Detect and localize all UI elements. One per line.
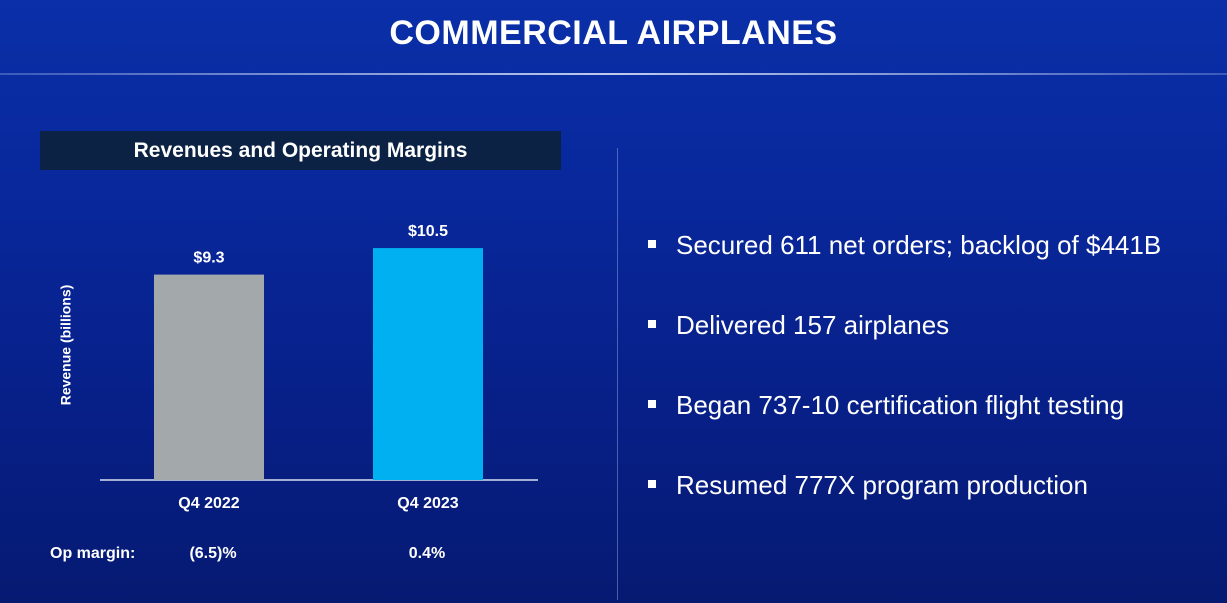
bullet-text: Resumed 777X program production bbox=[676, 470, 1088, 500]
bullet-item: Began 737-10 certification flight testin… bbox=[648, 388, 1161, 468]
op-margin-label: Op margin: bbox=[50, 545, 135, 562]
bullet-text: Began 737-10 certification flight testin… bbox=[676, 390, 1125, 420]
y-axis-title: Revenue (billions) bbox=[58, 285, 74, 406]
op-margin-value: (6.5)% bbox=[189, 545, 236, 562]
vertical-divider bbox=[617, 148, 618, 600]
bullet-text: Secured 611 net orders; backlog of $441B bbox=[676, 230, 1162, 260]
chart-header: Revenues and Operating Margins bbox=[40, 131, 561, 170]
square-bullet-icon bbox=[648, 480, 656, 488]
square-bullet-icon bbox=[648, 240, 656, 248]
bullet-item: Secured 611 net orders; backlog of $441B bbox=[648, 228, 1161, 308]
bar-value-label: $10.5 bbox=[408, 223, 448, 240]
bullet-item: Resumed 777X program production bbox=[648, 468, 1161, 548]
bar-2 bbox=[373, 248, 483, 480]
revenue-bar-chart: Revenue (billions) $9.3 Q4 2022 $10.5 Q4 202… bbox=[50, 223, 538, 562]
bullet-item: Delivered 157 airplanes bbox=[648, 308, 1161, 388]
highlights-list: Secured 611 net orders; backlog of $441B… bbox=[648, 228, 1161, 548]
title-divider bbox=[0, 73, 1227, 75]
bullet-text: Delivered 157 airplanes bbox=[676, 310, 950, 340]
square-bullet-icon bbox=[648, 320, 656, 328]
page-title: COMMERCIAL AIRPLANES bbox=[389, 14, 838, 52]
bar-1 bbox=[154, 274, 264, 480]
x-tick-label: Q4 2023 bbox=[397, 495, 458, 512]
bar-value-label: $9.3 bbox=[193, 250, 224, 267]
op-margin-value: 0.4% bbox=[409, 545, 445, 562]
x-tick-label: Q4 2022 bbox=[178, 495, 239, 512]
square-bullet-icon bbox=[648, 400, 656, 408]
